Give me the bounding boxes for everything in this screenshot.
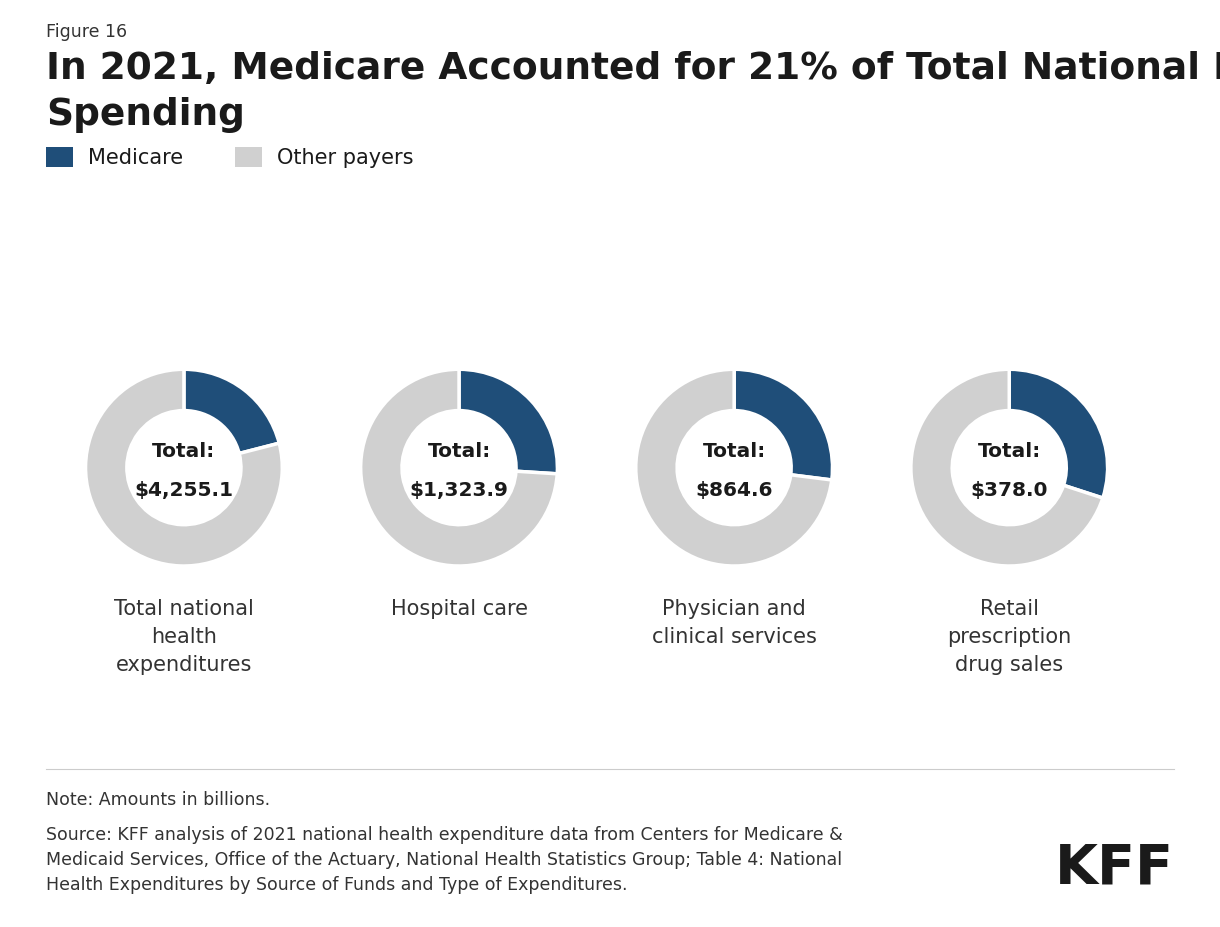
- Text: Physician and
clinical services: Physician and clinical services: [651, 599, 816, 646]
- Wedge shape: [459, 370, 558, 475]
- Text: Hospital care: Hospital care: [390, 599, 527, 618]
- Wedge shape: [734, 370, 832, 480]
- Wedge shape: [911, 370, 1103, 566]
- Text: Total:: Total:: [427, 442, 490, 461]
- Text: Total:: Total:: [977, 442, 1041, 461]
- Text: Source: KFF analysis of 2021 national health expenditure data from Centers for M: Source: KFF analysis of 2021 national he…: [46, 825, 843, 893]
- Text: $378.0: $378.0: [970, 480, 1048, 500]
- Wedge shape: [361, 370, 558, 566]
- Wedge shape: [636, 370, 832, 566]
- Wedge shape: [85, 370, 282, 566]
- Text: Medicare: Medicare: [88, 147, 183, 168]
- Text: Note: Amounts in billions.: Note: Amounts in billions.: [46, 790, 271, 807]
- Text: KFF: KFF: [1054, 841, 1174, 895]
- Text: Retail
prescription
drug sales: Retail prescription drug sales: [947, 599, 1071, 674]
- Text: In 2021, Medicare Accounted for 21% of Total National Health: In 2021, Medicare Accounted for 21% of T…: [46, 51, 1220, 87]
- Wedge shape: [1009, 370, 1108, 499]
- Text: Figure 16: Figure 16: [46, 23, 127, 41]
- Text: $1,323.9: $1,323.9: [410, 480, 509, 500]
- Text: Total:: Total:: [703, 442, 766, 461]
- Text: $4,255.1: $4,255.1: [134, 480, 233, 500]
- Text: Total:: Total:: [152, 442, 216, 461]
- Text: Spending: Spending: [46, 97, 245, 133]
- Wedge shape: [184, 370, 279, 454]
- Text: Total national
health
expenditures: Total national health expenditures: [113, 599, 254, 674]
- Text: $864.6: $864.6: [695, 480, 773, 500]
- Text: Other payers: Other payers: [277, 147, 414, 168]
